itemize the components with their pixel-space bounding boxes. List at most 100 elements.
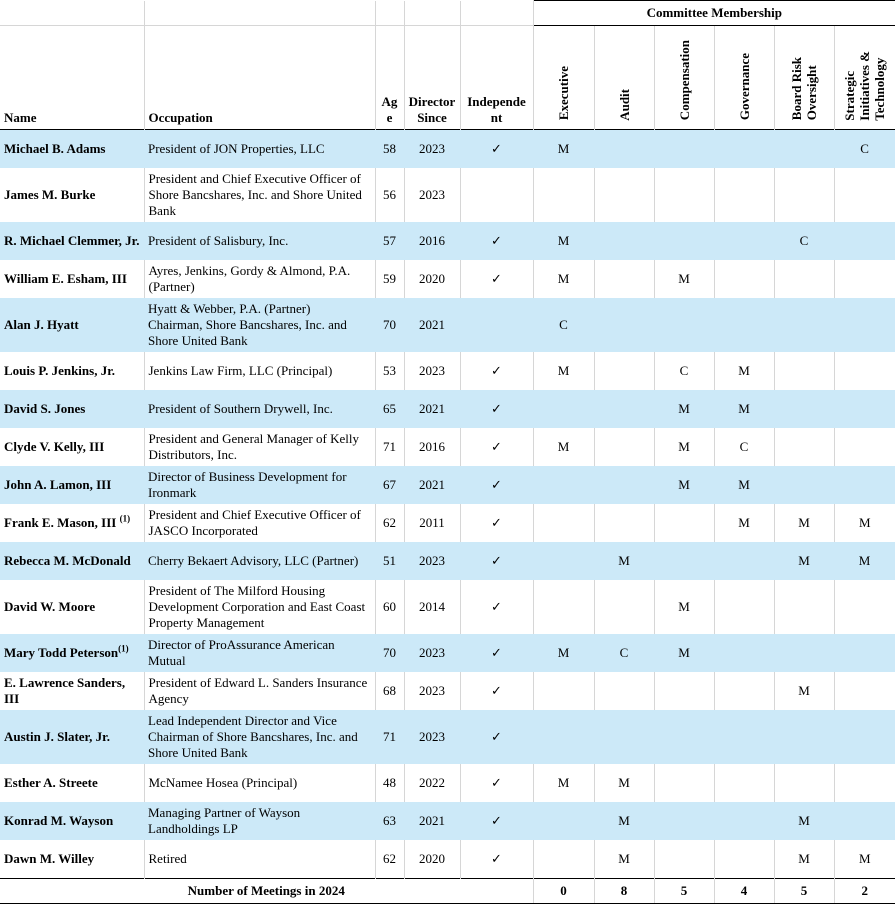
committee-cell-executive: M [557,140,570,156]
director-name: Louis P. Jenkins, Jr. [4,362,116,378]
committee-cell-governance [714,710,774,764]
committee-cell-compensation: M [654,427,715,466]
committee-cell-compensation [654,671,715,710]
committee-cell-board-risk-oversight [774,167,835,222]
independent-checkmark: ✓ [491,552,502,568]
table-row: Louis P. Jenkins, Jr. Jenkins Law Firm, … [0,351,895,390]
committee-cell-board-risk-oversight: M [774,671,835,710]
director-age: 70 [383,316,396,332]
committee-cell-strategic-initiatives-technology [834,802,895,840]
director-occupation: President of Salisbury, Inc. [148,232,289,248]
committee-cell-governance [714,802,774,840]
column-header-occupation: Occupation [144,25,376,129]
committee-cell-executive: M [533,427,595,466]
table-row: E. Lawrence Sanders, III President of Ed… [0,671,895,710]
committee-cell-strategic-initiatives-technology: M [859,850,871,866]
rotated-label: Governance [736,53,752,121]
column-header-board-risk-oversight: Board Risk Oversight [774,25,835,129]
director-name-cell: John A. Lamon, III [0,466,144,504]
director-name-cell: James M. Burke [0,167,145,222]
director-name: Konrad M. Wayson [4,812,114,828]
director-occupation: Lead Independent Director and Vice Chair… [148,712,358,760]
committee-cell-governance [714,167,775,222]
committee-cell-board-risk-oversight [774,351,835,390]
committee-cell-board-risk-oversight: C [799,232,809,248]
table-row: Dawn M. Willey Retired 62 2020 ✓ M M M [0,839,895,878]
committee-cell-board-risk-oversight [774,427,835,466]
director-name-footnote: (1) [118,643,129,654]
director-age: 56 [375,167,405,222]
director-since: 2023 [419,728,445,744]
director-name: Mary Todd Peterson [4,644,119,660]
director-age: 51 [383,552,396,568]
director-since: 2014 [404,579,461,634]
director-since: 2016 [404,427,461,466]
director-name-cell: Frank E. Mason, III (1) [0,503,145,542]
director-name: David W. Moore [4,598,96,614]
table-row: Austin J. Slater, Jr. Lead Independent D… [0,709,895,764]
committee-cell-compensation: M [678,644,690,660]
committee-cell-board-risk-oversight [774,259,835,298]
independent-checkmark: ✓ [460,763,534,802]
director-name-cell: Esther A. Streete [0,763,145,802]
independent-checkmark: ✓ [491,400,502,416]
committee-cell-strategic-initiatives-technology: M [858,552,871,568]
column-header-row: Name Occupation Age Director Since Indep… [0,25,895,129]
director-name-footnote: (1) [119,513,131,524]
director-occupation: Jenkins Law Firm, LLC (Principal) [144,351,376,390]
director-name-cell: E. Lawrence Sanders, III [0,671,145,710]
director-name: E. Lawrence Sanders, III [4,674,126,706]
directors-rows: Michael B. Adams President of JON Proper… [0,129,895,878]
director-name-cell: Michael B. Adams [0,129,144,168]
director-since: 2021 [419,316,445,332]
committee-cell-executive [533,466,594,504]
director-name: Michael B. Adams [4,140,106,156]
committee-cell-audit [594,710,654,764]
committee-cell-governance [714,298,774,352]
committee-cell-governance [714,129,774,168]
committee-cell-strategic-initiatives-technology [834,352,895,390]
director-name-cell: David W. Moore [0,579,145,634]
director-since: 2020 [404,259,461,298]
director-occupation: President and General Manager of Kelly D… [144,427,376,466]
director-name-cell: William E. Esham, III [0,259,145,298]
committee-cell-audit [594,259,655,298]
column-header-name: Name [0,25,145,129]
committee-cell-governance [714,763,775,802]
header-spacer [0,0,145,26]
committee-cell-audit: M [594,763,655,802]
director-occupation: President of The Milford Housing Develop… [144,579,376,634]
committee-cell-strategic-initiatives-technology [834,222,895,260]
committee-cell-strategic-initiatives-technology [834,428,895,466]
committee-cell-compensation: M [678,476,690,492]
table-row: Clyde V. Kelly, III President and Genera… [0,427,895,466]
committee-cell-audit [594,427,655,466]
committee-cell-governance: M [714,503,775,542]
director-age: 53 [375,351,405,390]
committee-cell-board-risk-oversight [774,298,834,352]
committee-cell-compensation [654,167,715,222]
committee-cell-board-risk-oversight [774,466,834,504]
director-occupation: President of Southern Drywell, Inc. [148,400,333,416]
committee-cell-compensation [654,710,714,764]
committee-cell-strategic-initiatives-technology: M [859,514,871,530]
director-age: 63 [383,812,396,828]
director-name: William E. Esham, III [4,270,127,286]
committee-cell-compensation [654,802,714,840]
director-occupation: Ayres, Jenkins, Gordy & Almond, P.A. (Pa… [144,259,376,298]
committee-cell-executive [533,671,595,710]
rotated-label: Audit [616,88,632,121]
director-name: Dawn M. Willey [4,850,95,866]
director-name-cell: R. Michael Clemmer, Jr. [0,222,144,260]
table-row: Michael B. Adams President of JON Proper… [0,129,895,168]
committee-cell-governance [714,259,775,298]
committee-cell-executive [533,579,595,634]
independent-checkmark: ✓ [491,476,502,492]
independent-checkmark: ✓ [491,140,502,156]
committee-cell-governance [714,579,775,634]
director-age: 62 [375,503,405,542]
director-occupation: President of JON Properties, LLC [148,140,325,156]
committee-cell-governance [714,671,775,710]
director-since: 2023 [419,644,445,660]
